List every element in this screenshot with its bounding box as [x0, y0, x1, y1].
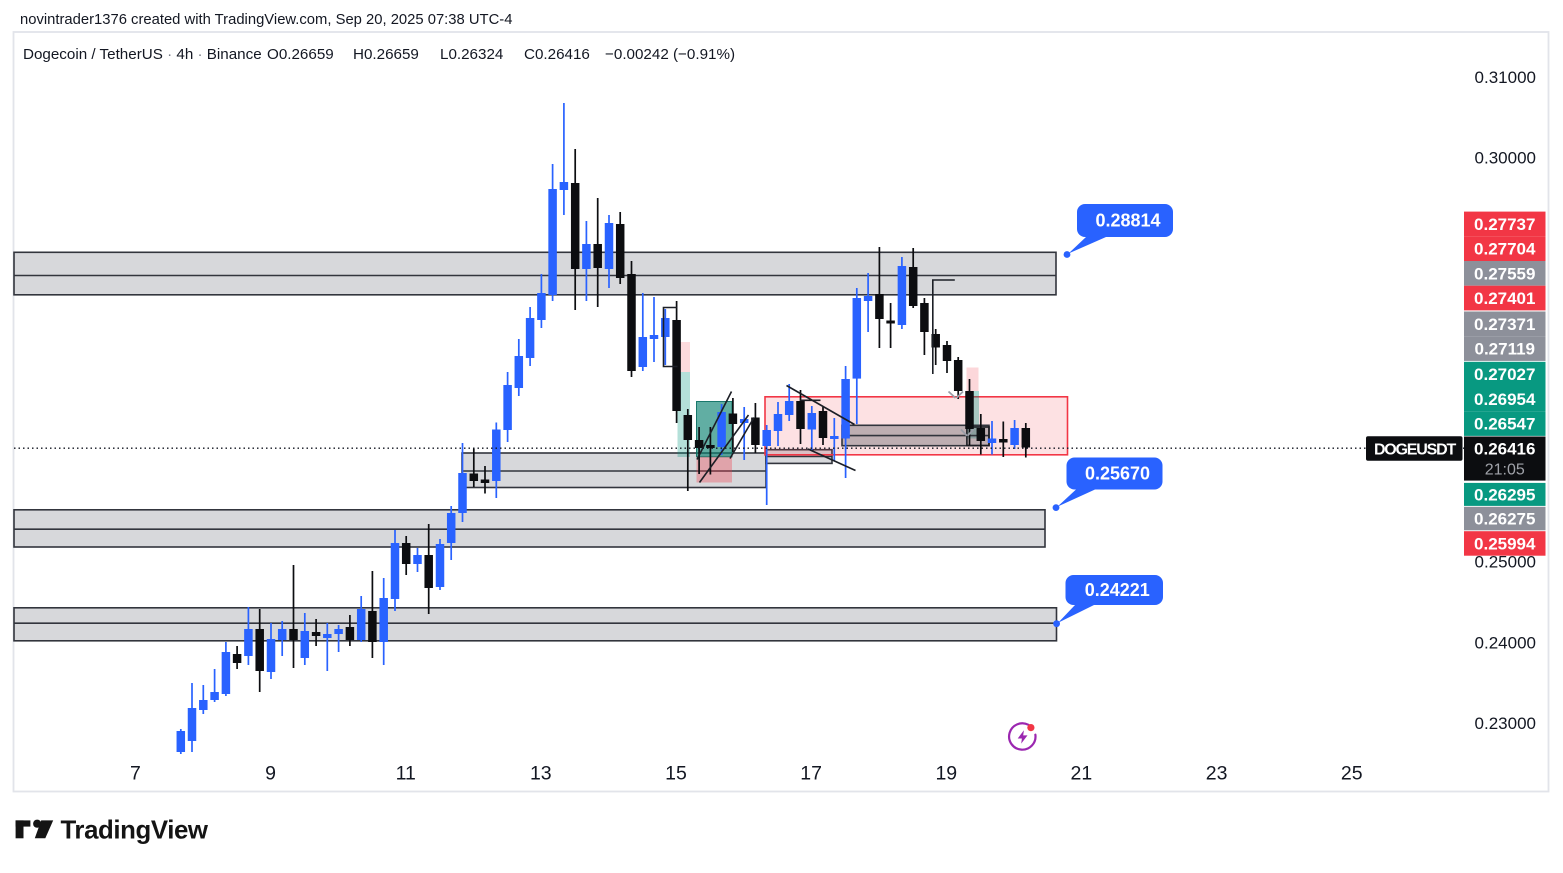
svg-text:0.30000: 0.30000 — [1475, 148, 1536, 167]
svg-text:0.26295: 0.26295 — [1474, 485, 1535, 504]
svg-text:0.27401: 0.27401 — [1474, 289, 1535, 308]
svg-text:21:05: 21:05 — [1485, 462, 1525, 479]
svg-text:13: 13 — [530, 762, 552, 784]
svg-text:0.25000: 0.25000 — [1475, 553, 1536, 572]
svg-text:0.27737: 0.27737 — [1474, 215, 1535, 234]
svg-text:17: 17 — [800, 762, 822, 784]
svg-text:0.27559: 0.27559 — [1474, 264, 1535, 283]
svg-text:0.26547: 0.26547 — [1474, 415, 1535, 434]
svg-text:0.24000: 0.24000 — [1475, 633, 1536, 652]
svg-text:0.27119: 0.27119 — [1474, 340, 1535, 359]
svg-text:7: 7 — [130, 762, 141, 784]
svg-text:11: 11 — [396, 762, 416, 784]
svg-text:21: 21 — [1071, 762, 1093, 784]
svg-text:0.27704: 0.27704 — [1474, 240, 1536, 259]
svg-text:0.27027: 0.27027 — [1474, 365, 1535, 384]
svg-text:0.25670: 0.25670 — [1085, 464, 1150, 484]
svg-text:19: 19 — [935, 762, 957, 784]
svg-text:15: 15 — [665, 762, 687, 784]
svg-text:Dogecoin / TetherUS · 4h · Bin: Dogecoin / TetherUS · 4h · Binance O0.266… — [23, 46, 735, 63]
svg-text:23: 23 — [1206, 762, 1228, 784]
svg-text:novintrader1376 created with T: novintrader1376 created with TradingView… — [20, 12, 512, 28]
svg-text:0.23000: 0.23000 — [1475, 714, 1536, 733]
svg-text:9: 9 — [265, 762, 276, 784]
svg-text:TradingView: TradingView — [61, 816, 209, 844]
svg-text:0.31000: 0.31000 — [1475, 68, 1536, 87]
svg-text:0.25994: 0.25994 — [1474, 534, 1536, 553]
svg-text:25: 25 — [1341, 762, 1363, 784]
svg-text:0.24221: 0.24221 — [1085, 580, 1150, 600]
svg-text:0.26954: 0.26954 — [1474, 390, 1536, 409]
svg-text:0.28814: 0.28814 — [1095, 211, 1160, 231]
svg-text:0.26416: 0.26416 — [1474, 440, 1535, 459]
svg-text:0.26275: 0.26275 — [1474, 510, 1535, 529]
svg-text:DOGEUSDT: DOGEUSDT — [1374, 442, 1456, 459]
svg-text:0.27371: 0.27371 — [1474, 315, 1535, 334]
